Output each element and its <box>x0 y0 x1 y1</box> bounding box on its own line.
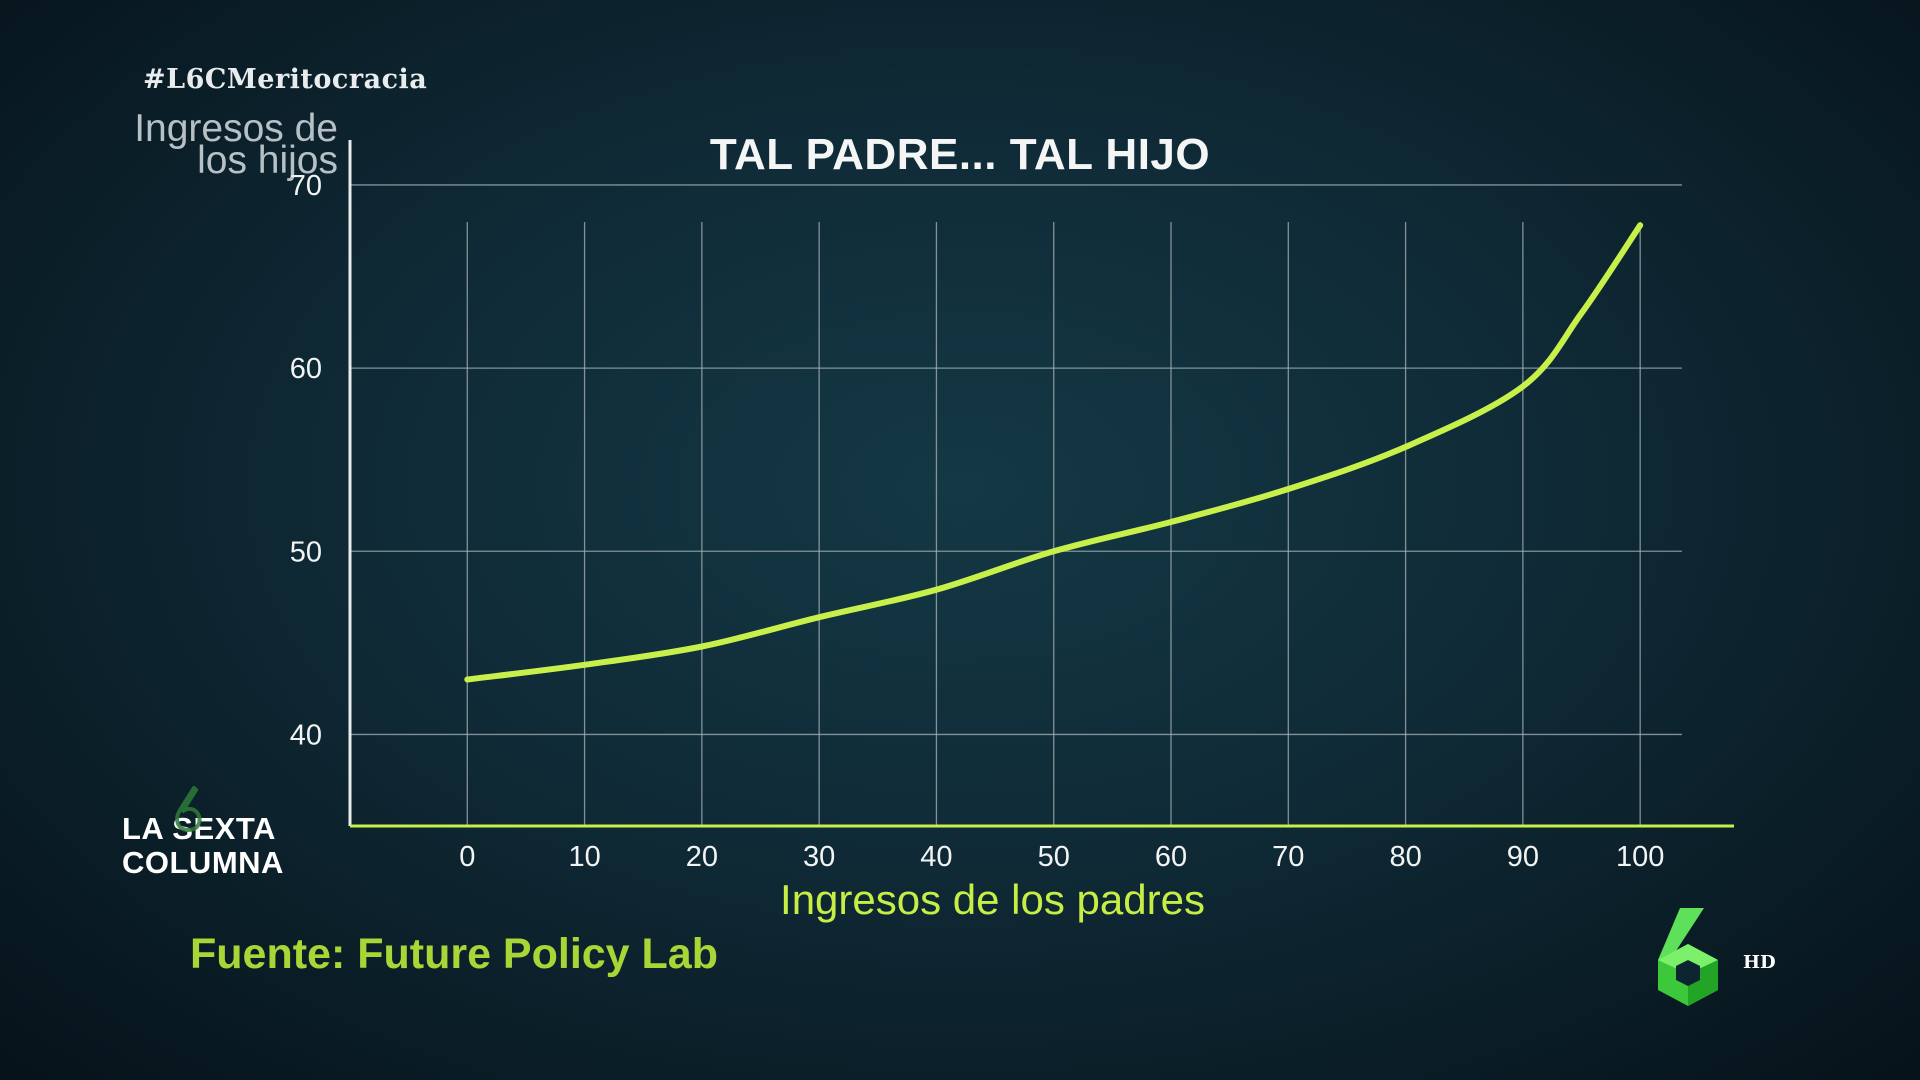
chart-title: TAL PADRE... TAL HIJO <box>709 130 1211 179</box>
x-tick-label-4: 40 <box>920 841 952 873</box>
y-axis-label-line-1: Ingresos de <box>134 107 338 150</box>
chart-title-container: TAL PADRE... TAL HIJO <box>0 130 1920 180</box>
six-logo-icon <box>175 786 202 833</box>
x-tick-label-0: 0 <box>459 841 475 873</box>
y-axis-label: Ingresos de los hijos <box>100 107 338 182</box>
x-tick-label-8: 80 <box>1389 841 1421 873</box>
x-tick-label-1: 10 <box>568 841 600 873</box>
x-axis-label: Ingresos de los padres <box>780 876 1205 923</box>
source-text: Fuente: Future Policy Lab <box>190 930 718 978</box>
brand-line-2: COLUMNA <box>122 845 284 880</box>
x-tick-label-2: 20 <box>686 841 718 873</box>
brand-logo: LA SEXTA COLUMNA <box>122 786 284 880</box>
y-axis-label-line-2: los hijos <box>197 139 338 182</box>
lasexta-logo-icon <box>1658 908 1718 1006</box>
y-tick-label-3: 70 <box>290 170 322 202</box>
hd-badge: HD <box>1743 952 1776 973</box>
hashtag: #L6CMeritocracia <box>143 64 428 95</box>
x-tick-label-10: 100 <box>1616 841 1664 873</box>
y-tick-label-1: 50 <box>290 536 322 568</box>
y-tick-label-2: 60 <box>290 353 322 385</box>
x-tick-label-7: 70 <box>1272 841 1304 873</box>
x-tick-label-5: 50 <box>1038 841 1070 873</box>
x-tick-label-9: 90 <box>1507 841 1539 873</box>
y-tick-label-0: 40 <box>290 719 322 751</box>
series-line <box>464 222 1644 683</box>
x-tick-label-3: 30 <box>803 841 835 873</box>
x-tick-label-6: 60 <box>1155 841 1187 873</box>
